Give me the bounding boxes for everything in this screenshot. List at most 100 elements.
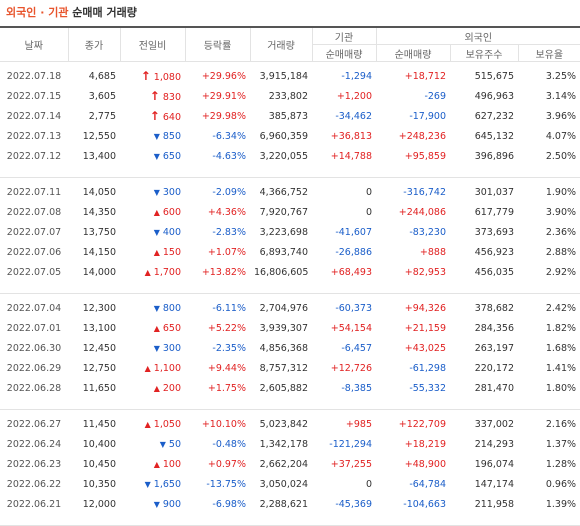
foreign-net: +248,236 <box>398 130 446 142</box>
inst-net: +37,255 <box>330 458 372 470</box>
diff-arrow: ▼ <box>153 499 160 509</box>
diff-arrow: ↑ <box>149 89 160 103</box>
diff-arrow: ▼ <box>153 151 160 161</box>
separator <box>0 514 580 526</box>
row: 2022.06.27 11,450 ▲ 1,050 +10.10% 5,023,842 +9… <box>0 414 580 434</box>
separator-cell <box>0 398 580 410</box>
inst-net: 0 <box>365 186 372 198</box>
diff-arrow: ▼ <box>159 439 166 449</box>
close: 2,775 <box>88 110 116 122</box>
volume: 5,023,842 <box>259 418 308 430</box>
row: 2022.06.28 11,650 ▲ 200 +1.75% 2,605,882 -8,38… <box>0 378 580 398</box>
row: 2022.06.23 10,450 ▲ 100 +0.97% 2,662,204 +37,2… <box>0 454 580 474</box>
date: 2022.06.21 <box>6 498 62 510</box>
diff-value: 900 <box>162 498 181 510</box>
date: 2022.06.28 <box>6 382 62 394</box>
volume: 2,288,621 <box>259 498 308 510</box>
diff-arrow: ↑ <box>149 109 160 123</box>
holdings: 645,132 <box>474 130 514 142</box>
inst-net: -41,607 <box>335 226 372 238</box>
diff-value: 850 <box>162 130 181 142</box>
close: 14,150 <box>82 246 116 258</box>
volume: 1,342,178 <box>259 438 308 450</box>
row: 2022.07.04 12,300 ▼ 800 -6.11% 2,704,976 -60,3… <box>0 298 580 318</box>
date: 2022.07.06 <box>6 246 62 258</box>
separator-cell <box>0 514 580 526</box>
date: 2022.07.15 <box>6 90 62 102</box>
volume: 3,050,024 <box>259 478 308 490</box>
date: 2022.07.04 <box>6 302 62 314</box>
separator <box>0 166 580 178</box>
row: 2022.07.05 14,000 ▲ 1,700 +13.82% 16,806,605 +… <box>0 262 580 282</box>
date: 2022.07.13 <box>6 130 62 142</box>
date: 2022.07.11 <box>6 186 62 198</box>
diff: ▲ 150 <box>120 242 185 262</box>
close: 11,450 <box>82 418 116 430</box>
diff-value: 1,700 <box>153 266 181 278</box>
row: 2022.06.29 12,750 ▲ 1,100 +9.44% 8,757,312 +12… <box>0 358 580 378</box>
rate: -2.09% <box>212 186 246 198</box>
volume: 233,802 <box>268 90 308 102</box>
foreign-net: -61,298 <box>409 362 446 374</box>
date: 2022.06.30 <box>6 342 62 354</box>
ratio: 2.16% <box>545 418 577 430</box>
close: 13,400 <box>82 150 116 162</box>
diff: ▼ 900 <box>120 494 185 514</box>
volume: 6,893,740 <box>259 246 308 258</box>
holdings: 378,682 <box>474 302 514 314</box>
diff: ▼ 1,650 <box>120 474 185 494</box>
volume: 2,704,976 <box>259 302 308 314</box>
header: 날짜 <box>0 26 68 62</box>
holdings: 373,693 <box>474 226 514 238</box>
diff: ▼ 50 <box>120 434 185 454</box>
date: 2022.07.14 <box>6 110 62 122</box>
foreign-net: +43,025 <box>404 342 446 354</box>
inst-net: -45,369 <box>335 498 372 510</box>
trade-table: 날짜 종가 전일비 등락률 거래량 기관 외국인 순매매량 순매매량 보유주수 보유율 2022.… <box>0 26 580 526</box>
volume: 2,605,882 <box>259 382 308 394</box>
diff: ▼ 300 <box>120 182 185 202</box>
diff: ↑ 1,080 <box>120 66 185 86</box>
diff: ↑ 830 <box>120 86 185 106</box>
holdings: 263,197 <box>474 342 514 354</box>
ratio: 1.41% <box>545 362 577 374</box>
table-body: 2022.07.18 4,685 ↑ 1,080 +29.96% 3,915,184 -1,… <box>0 62 580 526</box>
ratio: 1.37% <box>545 438 577 450</box>
header: 등락률 <box>184 26 250 62</box>
inst-net: -1,294 <box>341 70 372 82</box>
rate: +5.22% <box>207 322 246 334</box>
diff-value: 150 <box>162 246 181 258</box>
diff: ▼ 300 <box>120 338 185 358</box>
date: 2022.07.05 <box>6 266 62 278</box>
holdings: 196,074 <box>474 458 514 470</box>
diff-arrow: ▼ <box>153 343 160 353</box>
title: 외국인 · 기관 순매매 거래량 <box>0 0 580 26</box>
holdings: 220,172 <box>474 362 514 374</box>
ratio: 3.96% <box>545 110 577 122</box>
ratio: 2.36% <box>545 226 577 238</box>
rate: +10.10% <box>201 418 246 430</box>
foreign-net: -17,900 <box>409 110 446 122</box>
row: 2022.06.22 10,350 ▼ 1,650 -13.75% 3,050,024 0 -… <box>0 474 580 494</box>
close: 12,300 <box>82 302 116 314</box>
date: 2022.06.27 <box>6 418 62 430</box>
rate: -2.83% <box>212 226 246 238</box>
diff-value: 200 <box>162 382 181 394</box>
row: 2022.07.08 14,350 ▲ 600 +4.36% 7,920,767 0 +244… <box>0 202 580 222</box>
diff: ▼ 400 <box>120 222 185 242</box>
row: 2022.06.24 10,400 ▼ 50 -0.48% 1,342,178 -121,2… <box>0 434 580 454</box>
diff-arrow: ▲ <box>144 267 151 277</box>
header: 거래량 <box>249 26 312 62</box>
date: 2022.06.23 <box>6 458 62 470</box>
close: 12,750 <box>82 362 116 374</box>
close: 13,100 <box>82 322 116 334</box>
foreign-net: +95,859 <box>404 150 446 162</box>
diff: ▲ 100 <box>120 454 185 474</box>
ratio: 1.28% <box>545 458 577 470</box>
close: 12,000 <box>82 498 116 510</box>
rate: -13.75% <box>206 478 246 490</box>
rate: +29.91% <box>201 90 246 102</box>
ratio: 1.90% <box>545 186 577 198</box>
separator <box>0 398 580 410</box>
